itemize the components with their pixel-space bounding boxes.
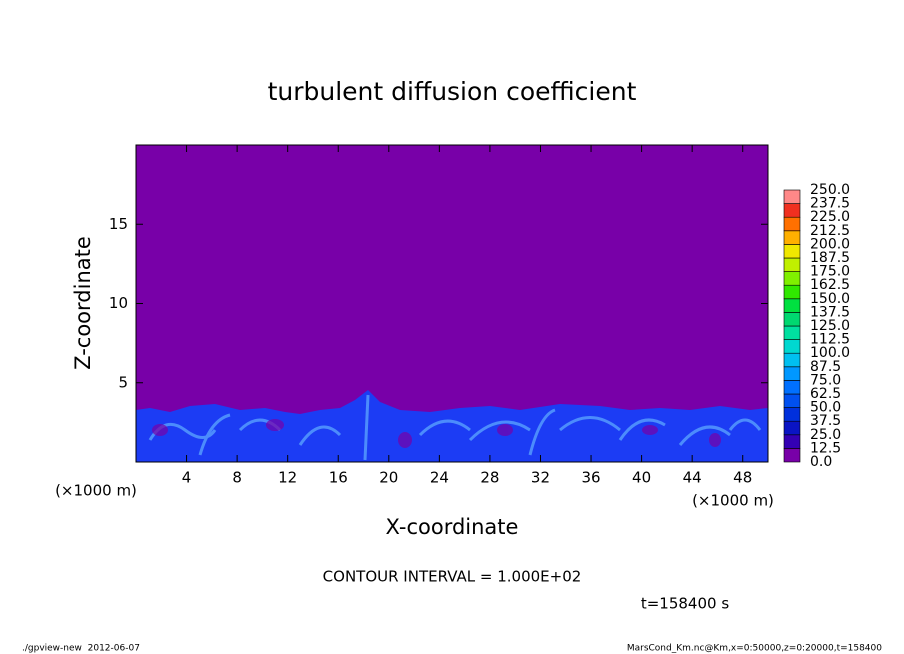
colorbar-label: 0.0 (810, 454, 832, 470)
y-tick-label: 5 (118, 373, 128, 391)
x-axis-label: X-coordinate (386, 515, 519, 539)
colorbar-bin (783, 284, 801, 300)
field (136, 390, 768, 462)
colorbar-bin (783, 366, 801, 381)
x-tick-label: 20 (379, 469, 398, 487)
colorbar-label: 75.0 (810, 372, 841, 388)
x-tick-label: 48 (733, 469, 752, 487)
x-tick-label: 8 (232, 469, 242, 487)
colorbar-label: 187.5 (810, 250, 850, 266)
colorbar-label: 150.0 (810, 291, 850, 307)
colorbar-bin (783, 325, 801, 340)
colorbar-label: 37.5 (810, 413, 841, 429)
colorbar-label: 225.0 (810, 209, 850, 225)
colorbar-label: 175.0 (810, 264, 850, 280)
x-tick-label: 12 (278, 469, 297, 487)
colorbar-bin (783, 189, 801, 204)
colorbar-bin (783, 352, 801, 368)
colorbar-bin (783, 380, 801, 395)
x-tick-label: 4 (182, 469, 192, 487)
colorbar-bin (783, 407, 801, 422)
colorbar-bin (783, 271, 801, 286)
colorbar-label: 237.5 (810, 196, 850, 212)
x-tick-label: 16 (329, 469, 348, 487)
colorbar-label: 212.5 (810, 223, 850, 239)
colorbar-bin (783, 448, 801, 463)
colorbar-label: 12.5 (810, 440, 841, 456)
x-tick-label: 44 (683, 469, 702, 487)
y-axis-label: Z-coordinate (71, 236, 95, 370)
colorbar-bin (783, 216, 801, 232)
colorbar-label: 112.5 (810, 332, 850, 348)
colorbar-label: 162.5 (810, 277, 850, 293)
colorbar-label: 25.0 (810, 427, 841, 443)
colorbar-bin (783, 257, 801, 272)
colorbar-bin (783, 244, 801, 259)
y-tick-label: 15 (109, 215, 128, 233)
time-label: t=158400 s (641, 595, 729, 613)
colorbar-bin (783, 339, 801, 354)
colorbar-bin (783, 393, 801, 408)
x-tick-label: 40 (632, 469, 651, 487)
colorbar-bin (783, 312, 801, 327)
y-unit: (×1000 m) (55, 482, 137, 500)
colorbar-bin (783, 203, 801, 218)
footer-left: ./gpview-new 2012-06-07 (22, 644, 140, 654)
colorbar-label: 62.5 (810, 386, 841, 402)
colorbar-label: 87.5 (810, 359, 841, 375)
x-tick-label: 28 (480, 469, 499, 487)
colorbar-label: 200.0 (810, 236, 850, 252)
colorbar-label: 250.0 (810, 182, 850, 198)
x-tick-label: 24 (430, 469, 449, 487)
colorbar-bin (783, 420, 801, 436)
chart-title: turbulent diffusion coefficient (268, 77, 637, 106)
colorbar-label: 100.0 (810, 345, 850, 361)
footer-right: MarsCond_Km.nc@Km,x=0:50000,z=0:20000,t=… (627, 644, 882, 654)
x-tick-label: 36 (581, 469, 600, 487)
contour-interval: CONTOUR INTERVAL = 1.000E+02 (323, 568, 582, 586)
colorbar-bin (783, 298, 801, 313)
colorbar-bin (783, 434, 801, 449)
field-holes (152, 419, 721, 448)
x-unit: (×1000 m) (692, 492, 774, 510)
colorbar-bin (783, 230, 801, 245)
field-region (136, 390, 768, 462)
colorbar-label: 50.0 (810, 400, 841, 416)
colorbar-label: 125.0 (810, 318, 850, 334)
y-tick-label: 10 (109, 294, 128, 312)
x-tick-label: 32 (531, 469, 550, 487)
colorbar-label: 137.5 (810, 304, 850, 320)
